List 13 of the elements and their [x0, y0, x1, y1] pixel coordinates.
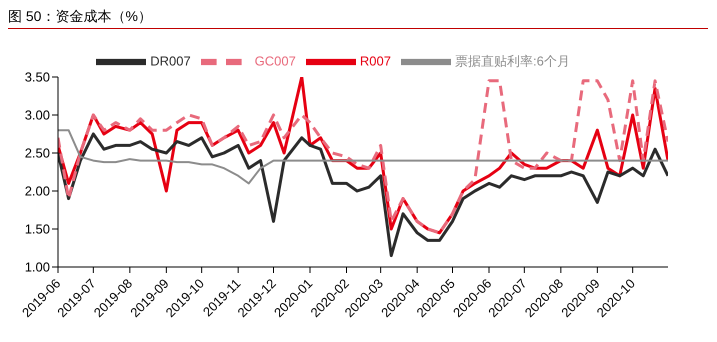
legend-label: GC007 [254, 53, 296, 68]
legend-label: 票据直贴利率:6个月 [454, 53, 570, 68]
legend-label: DR007 [150, 53, 191, 68]
legend-label: R007 [360, 53, 391, 68]
line-series [58, 132, 668, 258]
y-tick-label: 3.50 [24, 70, 50, 85]
y-tick-label: 1.00 [24, 260, 50, 275]
y-tick-label: 1.50 [24, 222, 50, 237]
y-tick-label: 2.00 [24, 184, 50, 199]
y-tick-label: 3.00 [24, 108, 50, 123]
y-tick-label: 2.50 [24, 146, 50, 161]
chart-title: 图 50：资金成本（%） [8, 8, 708, 29]
line-series [58, 129, 668, 184]
